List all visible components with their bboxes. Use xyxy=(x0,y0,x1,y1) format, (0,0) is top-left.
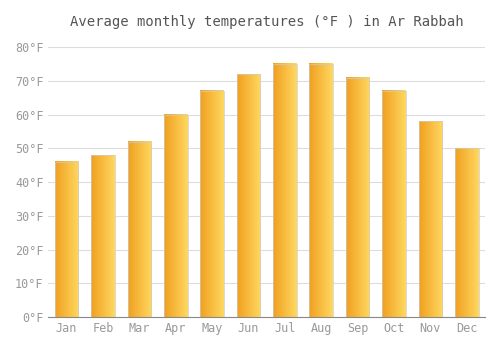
Bar xyxy=(164,115,188,317)
Title: Average monthly temperatures (°F ) in Ar Rabbah: Average monthly temperatures (°F ) in Ar… xyxy=(70,15,464,29)
Bar xyxy=(455,148,478,317)
Bar xyxy=(346,78,370,317)
Bar xyxy=(310,64,333,317)
Bar xyxy=(382,91,406,317)
Bar xyxy=(273,64,296,317)
Bar xyxy=(418,121,442,317)
Bar xyxy=(54,162,78,317)
Bar xyxy=(128,142,151,317)
Bar xyxy=(200,91,224,317)
Bar xyxy=(236,74,260,317)
Bar xyxy=(91,155,115,317)
